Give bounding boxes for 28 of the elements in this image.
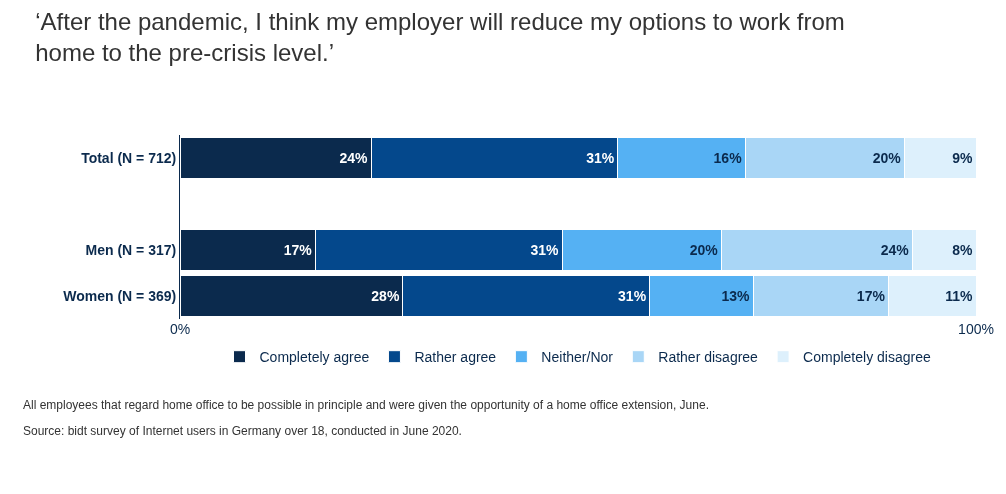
chart-title: ‘After the pandemic, I think my employer will reduce my options to work from home to the pre-crisis level.’ xyxy=(35,7,845,66)
data-label: 31% xyxy=(618,288,647,304)
legend-label: Completely disagree xyxy=(803,349,931,366)
data-label: 20% xyxy=(872,150,902,166)
data-label: 28% xyxy=(371,288,400,304)
y-tick-label: Men (N = 317) xyxy=(85,241,177,258)
legend-label: Completely agree xyxy=(259,349,370,366)
data-label: 9% xyxy=(952,150,973,166)
data-label: 24% xyxy=(880,242,910,258)
legend-label: Neither/Nor xyxy=(541,349,614,366)
y-tick-label: Women (N = 369) xyxy=(63,287,177,304)
data-label: 20% xyxy=(689,242,719,258)
data-label: 16% xyxy=(713,150,743,166)
legend-label: Rather disagree xyxy=(658,349,759,366)
x-tick-label: 100% xyxy=(958,321,994,337)
data-label: 13% xyxy=(721,288,751,304)
data-label: 24% xyxy=(339,150,369,166)
data-label: 31% xyxy=(530,242,560,258)
text: All employees that regard home office to be possible in principle and were given the opportunity of a home office extension, June. xyxy=(23,398,709,412)
legend-label: Rather agree xyxy=(414,349,497,366)
data-label: 11% xyxy=(945,288,973,304)
data-label: 17% xyxy=(283,242,313,258)
source-note: Source: bidt survey of Internet users in Germany over 18, conducted in June 2020. xyxy=(23,424,462,438)
data-label: 8% xyxy=(952,242,973,258)
y-tick-label: Total (N = 712) xyxy=(81,149,177,166)
data-label: 17% xyxy=(856,288,886,304)
data-label: 31% xyxy=(586,150,615,166)
x-tick-label: 0% xyxy=(169,321,191,337)
